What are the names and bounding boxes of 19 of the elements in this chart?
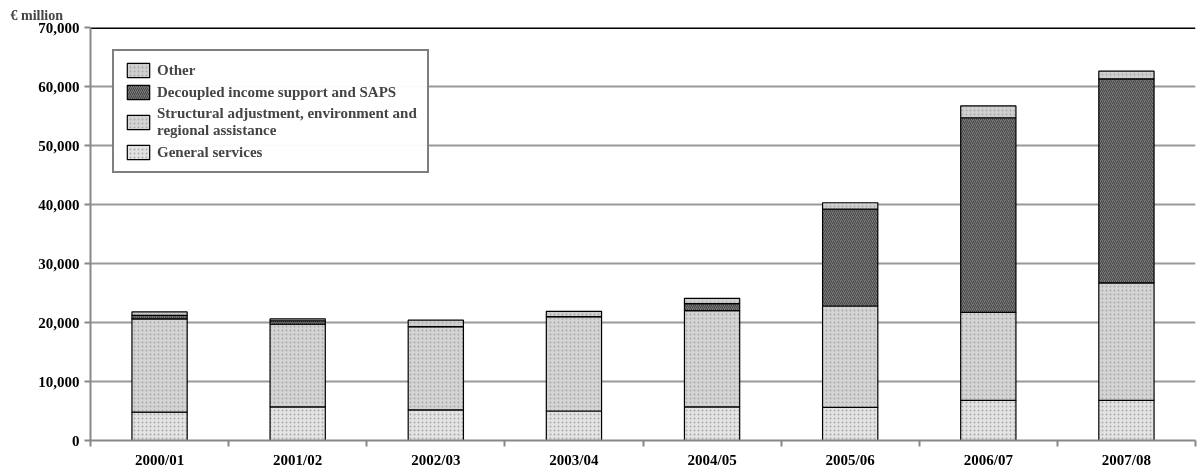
x-tick-label: 2004/05: [687, 451, 737, 468]
x-tick-label: 2000/01: [134, 451, 185, 468]
x-tick-label: 2005/06: [825, 451, 876, 468]
y-tick-label: 10,000: [38, 373, 80, 390]
x-tick-label: 2006/07: [963, 451, 1014, 468]
y-tick-label: 60,000: [38, 78, 80, 95]
x-tick-label: 2003/04: [549, 451, 600, 468]
y-tick-label: 40,000: [38, 196, 80, 213]
x-tick-label: 2002/03: [411, 451, 461, 468]
legend-label: Other: [157, 61, 196, 79]
legend-label: Structural adjustment, environment and regional assistance: [157, 105, 417, 139]
legend-label: Decoupled income support and SAPS: [157, 83, 397, 101]
x-tick-label: 2001/02: [273, 451, 323, 468]
y-tick-label: 20,000: [38, 314, 80, 331]
y-tick-label: 30,000: [38, 255, 80, 272]
y-tick-label: 50,000: [38, 137, 80, 154]
legend-label: General services: [157, 143, 263, 161]
y-tick-label: 0: [72, 432, 80, 449]
x-tick-label: 2007/08: [1101, 451, 1152, 468]
